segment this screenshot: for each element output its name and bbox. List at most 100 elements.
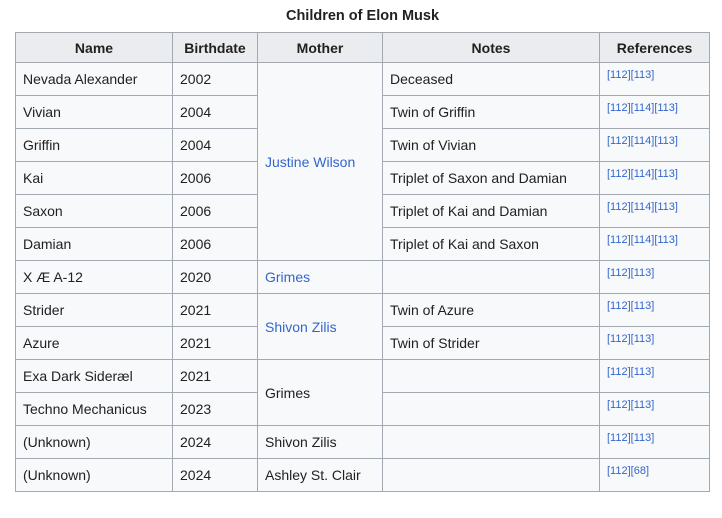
mother-link[interactable]: Grimes	[265, 269, 311, 285]
column-header-notes: Notes	[382, 32, 600, 63]
mother-cell: Grimes	[257, 359, 383, 426]
name-cell: Vivian	[15, 95, 173, 129]
reference-link[interactable]: [114]	[630, 201, 655, 213]
reference-link[interactable]: [112]	[607, 267, 631, 279]
references-cell: [112][113]	[599, 392, 710, 426]
references-cell: [112][113]	[599, 260, 710, 294]
reference-link[interactable]: [112]	[607, 135, 631, 147]
reference-link[interactable]: [113]	[630, 69, 655, 81]
reference-link[interactable]: [112]	[607, 465, 631, 477]
name-cell: Azure	[15, 326, 173, 360]
name-cell: Griffin	[15, 128, 173, 162]
reference-link[interactable]: [113]	[654, 168, 678, 180]
table-row: Exa Dark Sideræl 2021 Grimes [112][113]	[15, 359, 710, 426]
children-table: Children of Elon Musk Name Birthdate Mot…	[15, 6, 710, 492]
birthdate-cell: 2006	[172, 161, 258, 195]
reference-link[interactable]: [114]	[630, 135, 655, 147]
mother-text: Shivon Zilis	[265, 434, 337, 450]
birthdate-cell: 2024	[172, 425, 258, 459]
notes-cell	[382, 359, 600, 393]
mother-text: Grimes	[265, 384, 311, 401]
reference-link[interactable]: [112]	[607, 69, 631, 81]
reference-link[interactable]: [113]	[630, 399, 655, 411]
reference-link[interactable]: [113]	[654, 135, 678, 147]
name-cell: Techno Mechanicus	[15, 392, 173, 426]
references-cell: [112][68]	[599, 458, 710, 492]
name-cell: (Unknown)	[15, 425, 173, 459]
reference-link[interactable]: [113]	[630, 267, 655, 279]
name-cell: Kai	[15, 161, 173, 195]
reference-link[interactable]: [114]	[630, 102, 655, 114]
birthdate-cell: 2021	[172, 326, 258, 360]
reference-link[interactable]: [113]	[630, 432, 655, 444]
table-caption: Children of Elon Musk	[285, 8, 440, 24]
column-header-name: Name	[15, 32, 173, 63]
reference-link[interactable]: [112]	[607, 300, 631, 312]
name-cell: (Unknown)	[15, 458, 173, 492]
name-cell: Nevada Alexander	[15, 62, 173, 96]
reference-link[interactable]: [113]	[630, 366, 655, 378]
table-row: Vivian 2004 Twin of Griffin [112][114][1…	[15, 95, 710, 129]
table-row: Kai 2006 Triplet of Saxon and Damian [11…	[15, 161, 710, 195]
mother-cell: Shivon Zilis	[257, 293, 383, 360]
references-cell: [112][113]	[599, 62, 710, 96]
mother-link[interactable]: Shivon Zilis	[265, 318, 337, 335]
references-cell: [112][114][113]	[599, 128, 710, 162]
notes-cell: Triplet of Kai and Damian	[382, 194, 600, 228]
name-cell: X Æ A-12	[15, 260, 173, 294]
birthdate-cell: 2021	[172, 293, 258, 327]
references-cell: [112][114][113]	[599, 161, 710, 195]
mother-cell: Shivon Zilis	[257, 425, 383, 459]
table-row: (Unknown) 2024 Shivon Zilis [112][113]	[15, 425, 710, 459]
references-cell: [112][114][113]	[599, 194, 710, 228]
reference-link[interactable]: [112]	[607, 399, 631, 411]
references-cell: [112][114][113]	[599, 227, 710, 261]
name-cell: Strider	[15, 293, 173, 327]
reference-link[interactable]: [68]	[630, 465, 650, 477]
mother-cell: Justine Wilson	[257, 62, 383, 261]
reference-link[interactable]: [114]	[630, 234, 655, 246]
reference-link[interactable]: [113]	[654, 102, 678, 114]
reference-link[interactable]: [112]	[607, 201, 631, 213]
column-header-references: References	[599, 32, 710, 63]
notes-cell: Triplet of Kai and Saxon	[382, 227, 600, 261]
reference-link[interactable]: [112]	[607, 234, 631, 246]
column-header-mother: Mother	[257, 32, 383, 63]
mother-cell: Ashley St. Clair	[257, 458, 383, 492]
reference-link[interactable]: [114]	[630, 168, 655, 180]
reference-link[interactable]: [112]	[607, 432, 631, 444]
table-row: Griffin 2004 Twin of Vivian [112][114][1…	[15, 128, 710, 162]
table-row: X Æ A-12 2020 Grimes [112][113]	[15, 260, 710, 294]
table-row: Strider 2021 Shivon Zilis Twin of Azure …	[15, 293, 710, 360]
notes-cell: Triplet of Saxon and Damian	[382, 161, 600, 195]
notes-cell: Twin of Griffin	[382, 95, 600, 129]
mother-cell: Grimes	[257, 260, 383, 294]
name-cell: Saxon	[15, 194, 173, 228]
reference-link[interactable]: [113]	[630, 333, 655, 345]
table-row: (Unknown) 2024 Ashley St. Clair [112][68…	[15, 458, 710, 492]
name-cell: Damian	[15, 227, 173, 261]
reference-link[interactable]: [112]	[607, 366, 631, 378]
birthdate-cell: 2023	[172, 392, 258, 426]
birthdate-cell: 2004	[172, 128, 258, 162]
birthdate-cell: 2006	[172, 194, 258, 228]
notes-cell	[382, 458, 600, 492]
content-area: Children of Elon Musk Name Birthdate Mot…	[15, 6, 710, 492]
reference-link[interactable]: [113]	[654, 201, 678, 213]
reference-link[interactable]: [112]	[607, 333, 631, 345]
notes-cell: Twin of Azure	[382, 293, 600, 327]
birthdate-cell: 2006	[172, 227, 258, 261]
birthdate-cell: 2002	[172, 62, 258, 96]
references-cell: [112][113]	[599, 293, 710, 327]
table-row: Nevada Alexander 2002 Justine Wilson Dec…	[15, 62, 710, 261]
notes-cell: Twin of Strider	[382, 326, 600, 360]
notes-cell: Twin of Vivian	[382, 128, 600, 162]
mother-link[interactable]: Justine Wilson	[265, 153, 356, 170]
notes-cell: Deceased	[382, 62, 600, 96]
reference-link[interactable]: [113]	[630, 300, 655, 312]
reference-link[interactable]: [112]	[607, 102, 631, 114]
notes-cell	[382, 392, 600, 426]
reference-link[interactable]: [113]	[654, 234, 678, 246]
reference-link[interactable]: [112]	[607, 168, 631, 180]
table-row: Damian 2006 Triplet of Kai and Saxon [11…	[15, 227, 710, 261]
